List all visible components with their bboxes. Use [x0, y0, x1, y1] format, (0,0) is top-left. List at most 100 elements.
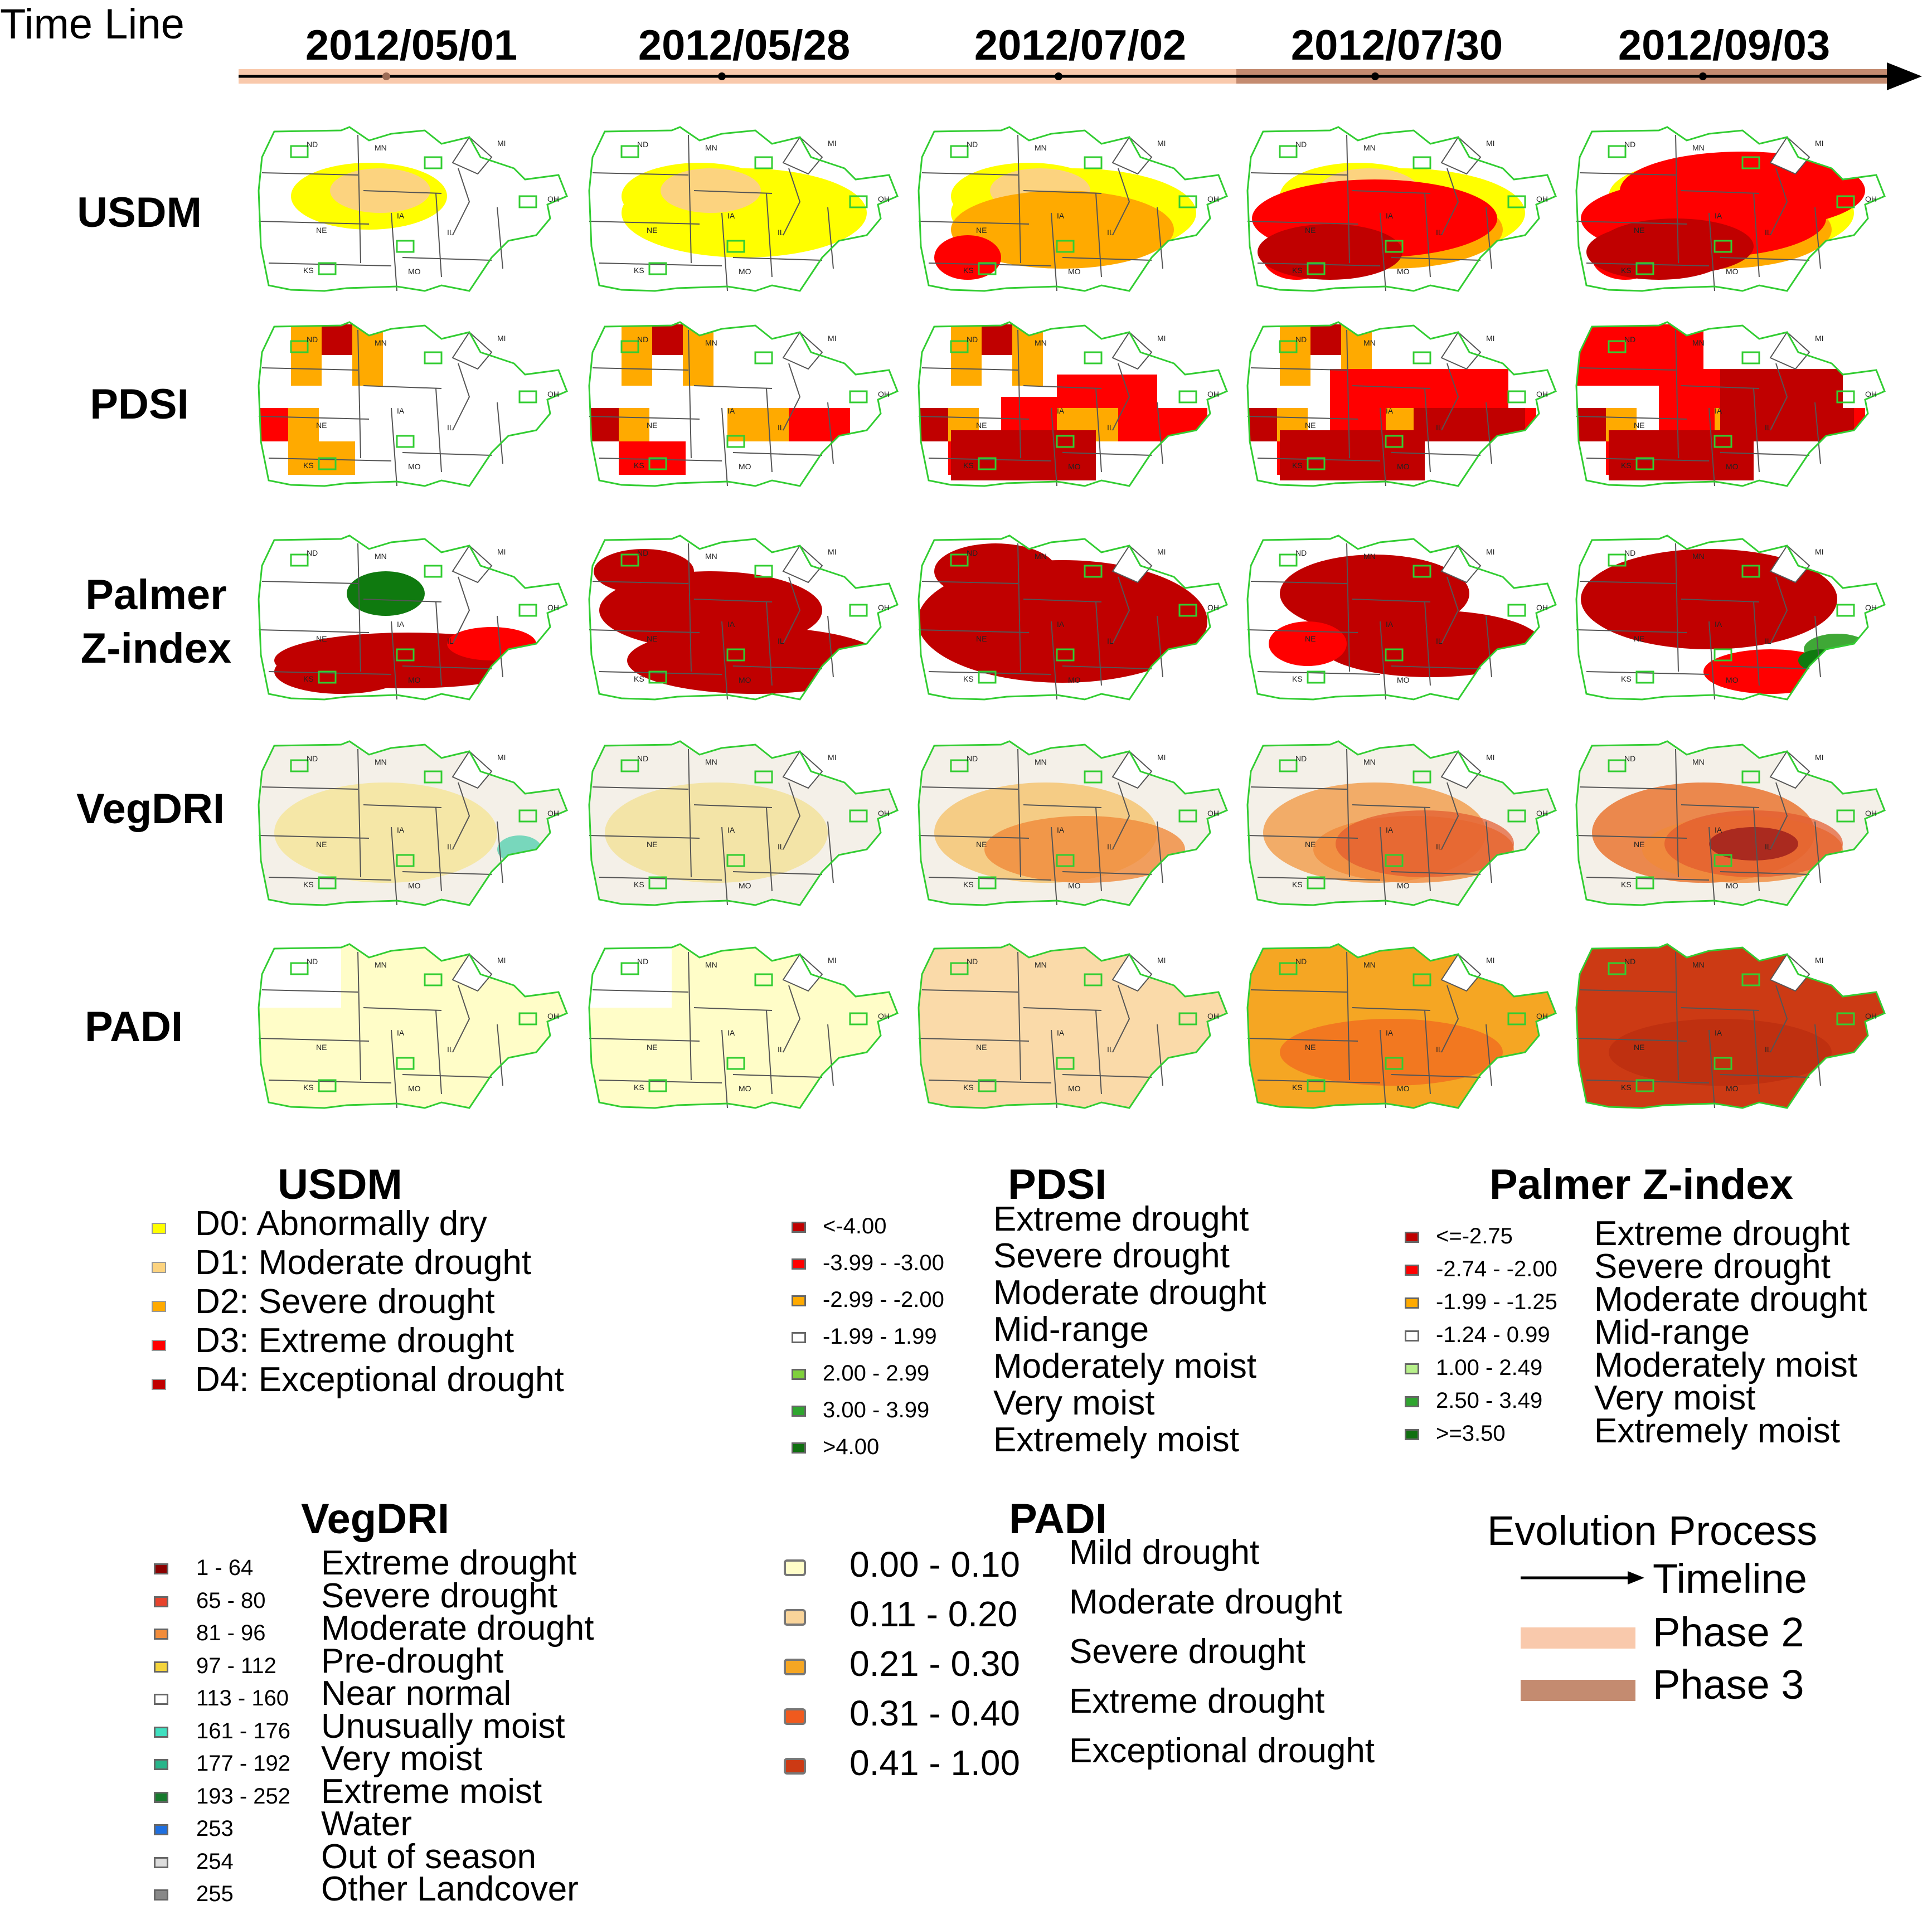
svg-text:OH: OH [1865, 809, 1877, 818]
svg-text:MN: MN [705, 552, 717, 561]
svg-text:KS: KS [963, 461, 974, 470]
svg-text:IL: IL [1436, 423, 1443, 432]
padi-label: Moderate drought [1069, 1583, 1342, 1621]
svg-text:ND: ND [307, 335, 318, 344]
svg-text:NE: NE [316, 226, 327, 235]
svg-text:MN: MN [1692, 552, 1705, 561]
svg-text:MI: MI [497, 139, 506, 148]
map-padi-4: ND MN MI NE IA KS MO IL OH [1246, 941, 1575, 1125]
svg-text:IA: IA [397, 620, 405, 629]
svg-text:IA: IA [1057, 211, 1065, 220]
vegdri-label: Out of season [321, 1837, 537, 1876]
svg-text:MO: MO [1068, 1084, 1081, 1093]
map-pdsi-3: ND MN MI NE IA KS MO IL OH [918, 319, 1246, 503]
timeline-arrow-head [1887, 62, 1922, 90]
svg-text:IA: IA [727, 406, 735, 415]
svg-text:MN: MN [1035, 338, 1047, 347]
svg-text:OH: OH [878, 195, 890, 203]
phase3-swatch [1521, 1680, 1635, 1701]
svg-text:ND: ND [1624, 140, 1635, 149]
svg-text:OH: OH [878, 603, 890, 612]
svg-text:KS: KS [1292, 266, 1303, 275]
svg-text:MO: MO [408, 881, 421, 890]
svg-text:IA: IA [1057, 1028, 1065, 1037]
vegdri-swatch [154, 1596, 168, 1607]
svg-text:IL: IL [778, 636, 784, 645]
map-usdm-2: ND MN MI NE IA KS MO IL OH [588, 124, 917, 308]
zindex-label: Extremely moist [1594, 1412, 1840, 1450]
pdsi-label: Severe drought [993, 1237, 1230, 1275]
svg-text:ND: ND [1295, 957, 1307, 966]
svg-text:KS: KS [1292, 1083, 1303, 1092]
svg-text:KS: KS [963, 880, 974, 889]
pdsi-range: >4.00 [823, 1435, 880, 1459]
date-2: 2012/05/28 [638, 22, 851, 69]
svg-text:IA: IA [1715, 620, 1722, 629]
svg-text:NE: NE [1634, 421, 1644, 430]
svg-text:KS: KS [303, 674, 314, 683]
svg-text:IL: IL [1107, 423, 1114, 432]
pdsi-label: Extreme drought [993, 1200, 1249, 1238]
svg-text:NE: NE [316, 634, 327, 643]
svg-text:NE: NE [647, 421, 657, 430]
svg-text:MO: MO [1068, 267, 1081, 276]
svg-text:MO: MO [408, 267, 421, 276]
svg-text:MO: MO [739, 881, 751, 890]
svg-text:KS: KS [634, 461, 644, 470]
svg-text:NE: NE [976, 421, 987, 430]
svg-text:MI: MI [1815, 547, 1824, 556]
pdsi-swatch [792, 1222, 806, 1233]
svg-text:NE: NE [1305, 634, 1315, 643]
svg-text:IA: IA [1386, 406, 1394, 415]
svg-text:MO: MO [739, 267, 751, 276]
svg-text:KS: KS [963, 674, 974, 683]
svg-text:MO: MO [1726, 1084, 1739, 1093]
row-label-padi: PADI [85, 1003, 183, 1051]
svg-text:KS: KS [303, 461, 314, 470]
svg-text:NE: NE [1634, 840, 1644, 849]
pdsi-range: 3.00 - 3.99 [823, 1398, 930, 1422]
svg-text:MI: MI [828, 956, 837, 965]
svg-text:MI: MI [1157, 334, 1166, 343]
vegdri-range: 97 - 112 [196, 1653, 276, 1678]
timeline-bar [239, 62, 1922, 90]
zindex-legend-title: Palmer Z-index [1489, 1161, 1793, 1208]
date-5: 2012/09/03 [1618, 22, 1831, 69]
svg-text:ND: ND [1624, 754, 1635, 763]
zindex-swatch [1405, 1330, 1419, 1342]
vegdri-label: Other Landcover [321, 1870, 579, 1908]
evolution-phase2-label: Phase 2 [1653, 1609, 1804, 1655]
row-label-vegdri: VegDRI [76, 785, 225, 833]
pdsi-range: -2.99 - -2.00 [823, 1287, 944, 1312]
svg-text:MI: MI [1157, 547, 1166, 556]
date-4: 2012/07/30 [1290, 22, 1503, 69]
usdm-label: D2: Severe drought [195, 1282, 495, 1321]
svg-text:MO: MO [739, 675, 751, 684]
svg-text:MO: MO [739, 1084, 751, 1093]
timeline-arrow-icon [1521, 1571, 1644, 1585]
pdsi-swatch [792, 1406, 806, 1417]
svg-text:MN: MN [1035, 960, 1047, 969]
svg-text:ND: ND [1624, 957, 1635, 966]
svg-text:KS: KS [1621, 266, 1632, 275]
svg-text:KS: KS [634, 880, 644, 889]
svg-text:MI: MI [1815, 139, 1824, 148]
pdsi-label: Extremely moist [993, 1421, 1239, 1459]
svg-text:OH: OH [1536, 390, 1548, 398]
svg-text:MI: MI [1157, 753, 1166, 762]
svg-text:ND: ND [307, 548, 318, 557]
svg-text:MN: MN [705, 338, 717, 347]
svg-text:OH: OH [1536, 1012, 1548, 1020]
svg-text:ND: ND [637, 140, 648, 149]
zindex-range: 1.00 - 2.49 [1436, 1355, 1543, 1380]
svg-text:IA: IA [1057, 620, 1065, 629]
usdm-swatch [152, 1340, 166, 1351]
svg-text:NE: NE [316, 1043, 327, 1052]
date-3: 2012/07/02 [974, 22, 1187, 69]
svg-text:MI: MI [497, 547, 506, 556]
usdm-legend-title: USDM [278, 1161, 402, 1208]
map-zindex-5: ND MN MI NE IA KS MO IL OH [1575, 532, 1904, 716]
svg-text:NE: NE [976, 840, 987, 849]
map-zindex-2: ND MN MI NE IA KS MO IL OH [588, 532, 917, 716]
svg-text:IA: IA [397, 825, 405, 834]
